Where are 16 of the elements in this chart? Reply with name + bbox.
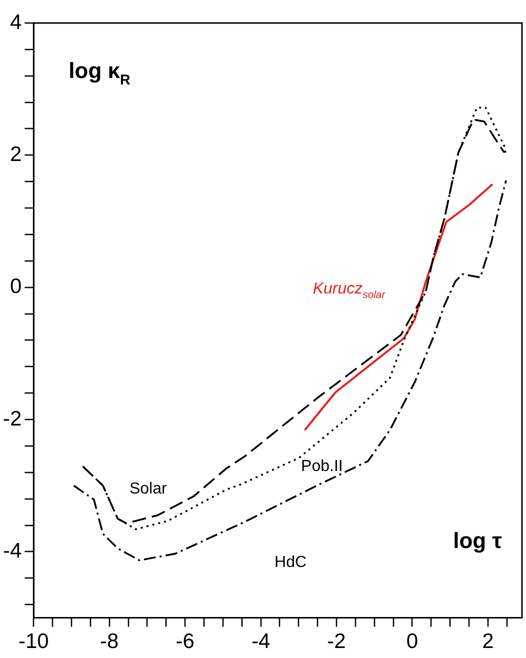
- text: HdC: [274, 554, 307, 571]
- x-tick-label: -6: [176, 630, 194, 654]
- series-label: Solar: [129, 480, 168, 498]
- y-tick-label: 4: [10, 10, 22, 34]
- x-tick-label: -8: [100, 630, 119, 654]
- x-tick-label: -10: [18, 630, 49, 654]
- x-tick-label: -2: [327, 630, 346, 654]
- y-tick-label: 0: [10, 275, 22, 298]
- series-label: Pob.II: [301, 458, 343, 475]
- y-tick-label: 2: [10, 142, 22, 166]
- x-tick-label: 2: [482, 630, 494, 654]
- y-tick-label: -4: [2, 540, 22, 563]
- x-axis-title: log τ: [453, 528, 502, 553]
- y-tick-label: -2: [2, 407, 22, 430]
- x-tick-label: 0: [406, 630, 418, 654]
- x-tick-label: -4: [251, 630, 270, 654]
